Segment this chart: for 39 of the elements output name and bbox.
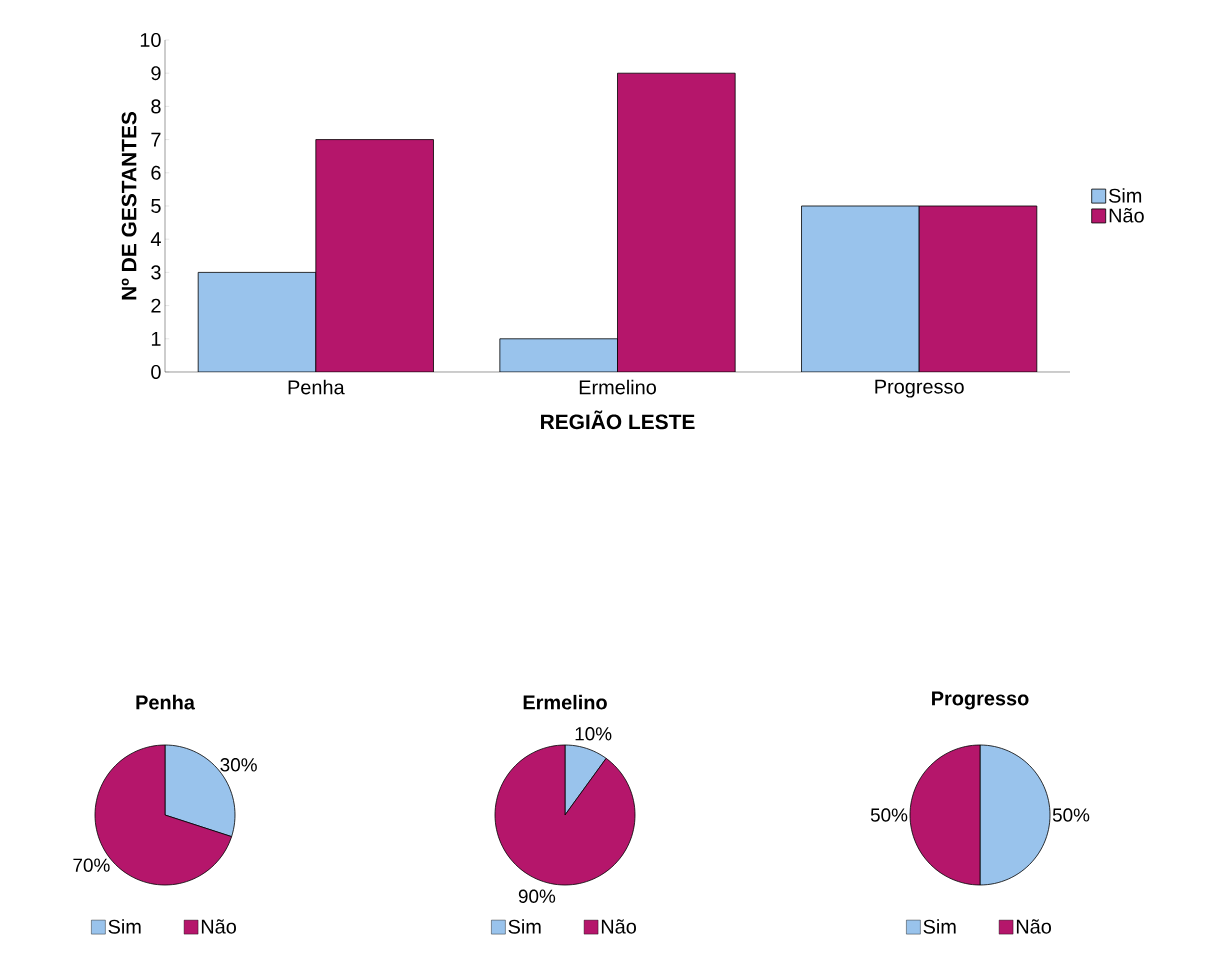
legend-label: Não [1016,919,1051,934]
data-label: 50% [870,808,908,822]
legend-label: Sim [1109,188,1142,203]
legend-label: Sim [508,919,541,934]
bar [918,205,1038,372]
x-axis-title: REGIÃO LESTE [541,410,695,430]
bar [315,139,434,372]
data-label: 30% [220,758,257,772]
bar [617,72,736,372]
data-label: 50% [1052,808,1090,822]
bar [499,338,618,372]
y-tick-label: 6 [151,165,161,180]
y-tick-label: 2 [151,298,161,313]
y-tick-label: 10 [140,32,161,48]
y-tick-label: 4 [150,232,161,247]
x-tick-label: Progresso [875,379,964,398]
bar [197,271,317,372]
chart-title: Ermelino [523,694,607,710]
y-tick-label: 7 [151,132,161,147]
y-tick-label: 3 [151,265,161,280]
chart-title: Progresso [932,691,1029,710]
legend-label: Não [1109,208,1144,223]
legend-label: Não [601,919,636,934]
y-tick-label: 1 [151,331,161,346]
y-axis-title: Nº DE GESTANTES [121,111,137,300]
y-tick-label: 9 [151,66,161,81]
data-label: 90% [518,889,556,903]
y-tick-label: 5 [151,199,161,213]
legend-label: Não [201,919,236,934]
y-tick-label: 0 [151,364,161,380]
legend-label: Sim [108,919,141,934]
x-tick-label: Ermelino [579,379,656,395]
data-label: 10% [575,727,612,741]
bar [801,205,920,372]
x-tick-label: Penha [288,379,345,395]
chart-title: Penha [136,694,196,710]
legend-label: Sim [923,919,956,934]
data-label: 70% [73,858,110,872]
y-tick-label: 8 [151,99,161,114]
